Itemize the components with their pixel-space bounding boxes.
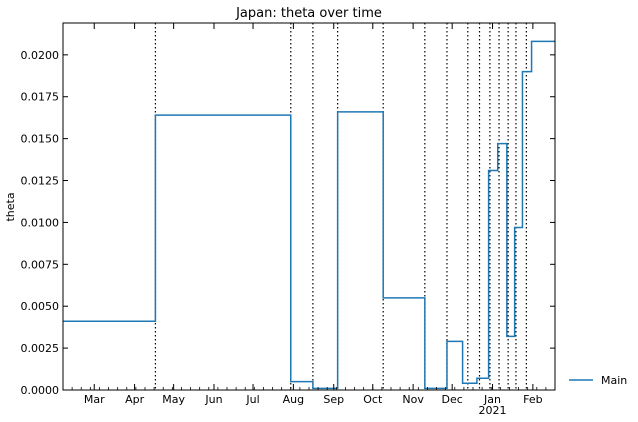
y-tick-label-1: 0.0025 <box>21 342 60 355</box>
x-tick-label-3: Jun <box>204 393 222 406</box>
x-tick-label-10: Jan <box>483 393 501 406</box>
y-tick-label-4: 0.0100 <box>21 216 60 229</box>
x-tick-label-0: Mar <box>84 393 105 406</box>
y-tick-label-3: 0.0075 <box>21 258 60 271</box>
x-tick-label-6: Sep <box>323 393 344 406</box>
event-lines <box>154 23 527 390</box>
x-tick-label-7: Oct <box>363 393 383 406</box>
legend-label-0: Main <box>601 374 627 387</box>
series-group <box>63 40 555 390</box>
x-tick-label-1: Apr <box>125 393 145 406</box>
x-tick-label-5: Aug <box>283 393 304 406</box>
y-tick-label-6: 0.0150 <box>21 133 60 146</box>
y-tick-label-0: 0.0000 <box>21 384 60 397</box>
series-line-0 <box>63 40 555 390</box>
y-tick-label-5: 0.0125 <box>21 175 60 188</box>
x-tick-label-8: Nov <box>402 393 424 406</box>
y-axis: 0.0000 0.0025 0.0050 0.0075 0.0100 0.0125 0.01… <box>21 49 555 397</box>
x-tick-label-4: Jul <box>245 393 259 406</box>
x-tick-label-9: Dec <box>442 393 463 406</box>
chart-title: Japan: theta over time <box>235 6 382 21</box>
y-tick-label-7: 0.0175 <box>21 91 60 104</box>
x-tick-label-11: Feb <box>523 393 542 406</box>
y-tick-label-2: 0.0050 <box>21 300 60 313</box>
x-tick-sublabel-10: 2021 <box>479 404 507 417</box>
y-tick-label-8: 0.0200 <box>21 49 60 62</box>
legend: Main <box>569 374 627 387</box>
y-axis-label: theta <box>4 192 17 221</box>
plot-frame <box>62 22 556 391</box>
x-tick-label-2: May <box>162 393 185 406</box>
